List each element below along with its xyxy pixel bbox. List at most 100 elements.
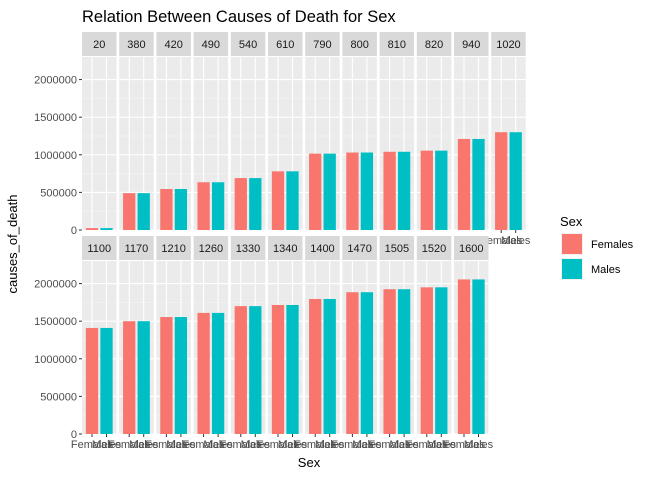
facet-strip	[230, 32, 266, 56]
y-tick-label: 500000	[40, 187, 77, 199]
facet-strip-label: 940	[462, 39, 480, 51]
x-tick-label: Males	[241, 439, 271, 451]
x-tick-label: Males	[501, 235, 531, 247]
facet-strip-label: 820	[425, 39, 443, 51]
facet-strip-label: 420	[164, 39, 182, 51]
bar-females	[383, 289, 396, 434]
legend-label: Males	[591, 264, 621, 276]
bar-males	[137, 321, 150, 434]
x-tick-label: Females	[71, 439, 114, 451]
x-tick-label: Females	[406, 439, 449, 451]
bar-males	[174, 189, 188, 230]
facet-strip	[268, 32, 303, 56]
x-tick-label: Females	[183, 439, 226, 451]
facet-panel: 790	[305, 32, 340, 231]
bar-females	[123, 193, 136, 230]
x-tick-label: Females	[331, 439, 374, 451]
bar-males	[323, 153, 336, 230]
bar-males	[286, 305, 299, 434]
bar-females	[85, 228, 99, 230]
facet-strip-label: 1520	[422, 243, 446, 255]
bar-males	[211, 182, 225, 230]
bar-females	[160, 317, 173, 434]
bar-males	[249, 178, 262, 230]
bar-females	[234, 306, 247, 434]
x-tick-label: Males	[352, 439, 382, 451]
facet-strip	[82, 236, 117, 260]
legend-label: Females	[591, 239, 634, 251]
x-tick-label: Females	[257, 439, 300, 451]
x-tick-label: Males	[315, 439, 345, 451]
x-tick-label: Males	[129, 439, 159, 451]
bar-females	[123, 321, 136, 434]
facet-strip-label: 1505	[385, 243, 409, 255]
bar-males	[360, 292, 374, 434]
x-tick-label: Females	[145, 439, 188, 451]
facet-strip	[454, 236, 489, 260]
bar-males	[323, 298, 336, 434]
facet-strip	[379, 236, 415, 260]
facet-panel: 380	[119, 32, 154, 231]
facet-panel: 940	[454, 32, 489, 231]
facet-panel: 540	[230, 32, 266, 231]
bar-females	[234, 178, 247, 230]
facet-strip	[454, 32, 489, 56]
bar-males	[435, 150, 448, 230]
facet-strip-label: 1600	[459, 243, 483, 255]
bar-females	[309, 298, 322, 434]
facet-strip	[416, 32, 452, 56]
y-axes: 0 500000 1000000 1500000 2000000 0 500000 10000…	[34, 75, 82, 441]
x-tick-label: Males	[92, 439, 122, 451]
facet-strip-label: 790	[313, 39, 331, 51]
y-tick-label: 1000000	[34, 150, 77, 162]
y-tick-label: 0	[71, 429, 77, 441]
y-axis-title: causes_of_death	[5, 194, 20, 293]
bar-males	[100, 228, 113, 230]
bar-males	[249, 306, 262, 434]
legend-title: Sex	[560, 214, 583, 229]
legend-key-females	[562, 234, 582, 254]
facet-strip	[379, 32, 415, 56]
facet-strip-label: 1210	[161, 243, 185, 255]
bar-females	[346, 292, 359, 434]
facet-strip	[342, 236, 377, 260]
facet-strip	[156, 236, 191, 260]
bar-females	[160, 189, 173, 230]
bar-males	[472, 279, 485, 434]
facet-strip	[342, 32, 377, 56]
bar-females	[197, 312, 210, 434]
facet-strip-label: 20	[93, 39, 105, 51]
bar-females	[85, 327, 99, 434]
bar-females	[420, 150, 433, 230]
bar-females	[420, 287, 433, 434]
x-axis-title: Sex	[298, 455, 321, 470]
bar-females	[309, 153, 322, 230]
bar-females	[271, 171, 285, 230]
panel-background	[82, 57, 117, 230]
bar-females	[271, 305, 285, 434]
legend-key-males	[562, 259, 582, 279]
bar-males	[397, 151, 411, 230]
x-tick-label: Males	[464, 439, 494, 451]
bar-females	[457, 279, 471, 434]
bar-females	[197, 182, 210, 230]
y-tick-label: 1500000	[34, 112, 77, 124]
y-tick-label: 2000000	[34, 75, 77, 87]
x-tick-label: Females	[369, 439, 412, 451]
facet-strip-label: 490	[202, 39, 220, 51]
facet-strip	[416, 236, 452, 260]
bar-males	[100, 327, 113, 434]
x-tick-label: Males	[427, 439, 457, 451]
facet-strip-label: 1340	[273, 243, 297, 255]
bar-males	[435, 287, 448, 434]
x-tick-label: Males	[278, 439, 308, 451]
bar-males	[360, 152, 374, 230]
